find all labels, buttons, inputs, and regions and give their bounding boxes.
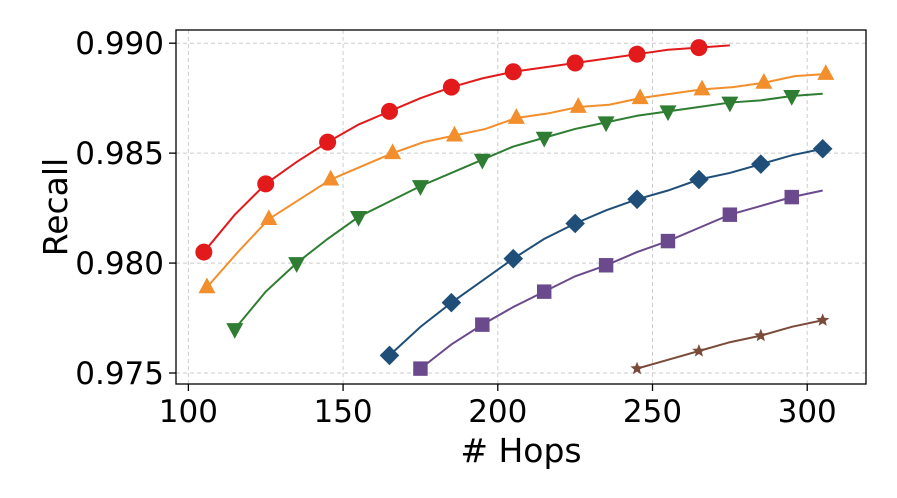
diamond-marker <box>565 213 585 234</box>
triangle-up-marker <box>507 108 525 124</box>
series-0 <box>195 39 730 261</box>
circle-marker <box>442 78 460 96</box>
series-3 <box>379 138 833 366</box>
series-line <box>636 319 823 370</box>
triangle-up-marker <box>693 79 711 96</box>
x-tick-label: 100 <box>159 394 218 430</box>
series-5 <box>630 313 830 375</box>
triangle-down-marker <box>411 180 429 196</box>
triangle-up-marker <box>322 169 340 186</box>
y-tick-label: 0.975 <box>75 356 164 392</box>
series-2 <box>226 90 823 339</box>
diamond-marker <box>379 345 400 366</box>
circle-marker <box>628 45 646 63</box>
triangle-up-marker <box>755 72 773 89</box>
x-tick-label: 150 <box>313 394 372 430</box>
series-line <box>234 92 823 330</box>
triangle-up-marker <box>198 277 216 294</box>
triangle-up-marker <box>260 209 278 226</box>
x-tick-label: 200 <box>468 394 527 430</box>
x-axis-label: # Hops <box>460 431 581 470</box>
series-line <box>203 44 730 253</box>
square-marker <box>475 317 490 332</box>
triangle-down-marker <box>288 257 306 273</box>
star-marker <box>816 313 830 326</box>
diamond-marker <box>751 154 771 174</box>
diamond-marker <box>627 189 647 210</box>
star-marker <box>630 361 644 375</box>
series-1 <box>198 64 835 294</box>
triangle-down-marker <box>659 105 677 122</box>
square-marker <box>784 189 799 205</box>
triangle-up-marker <box>631 88 649 105</box>
star-marker <box>692 344 706 357</box>
series-layer <box>195 39 835 376</box>
diamond-marker <box>689 169 709 190</box>
x-tick-label: 250 <box>623 394 682 430</box>
grid-lines <box>176 30 866 384</box>
plot-frame <box>175 29 867 385</box>
series-line <box>388 147 823 357</box>
diamond-marker <box>812 138 833 159</box>
circle-marker <box>566 54 584 72</box>
square-marker <box>413 361 428 376</box>
circle-marker <box>690 39 708 57</box>
triangle-down-marker <box>721 96 739 113</box>
triangle-down-marker <box>597 116 615 133</box>
y-tick-label: 0.980 <box>75 246 164 282</box>
square-marker <box>536 284 552 299</box>
triangle-down-marker <box>535 131 553 148</box>
y-tick-label: 0.985 <box>75 136 164 172</box>
circle-marker <box>319 133 337 151</box>
diamond-marker <box>503 248 524 269</box>
square-marker <box>660 233 676 249</box>
circle-marker <box>380 102 398 120</box>
triangle-down-marker <box>226 323 244 339</box>
triangle-up-marker <box>817 64 835 80</box>
square-marker <box>598 258 614 273</box>
triangle-down-marker <box>473 153 491 170</box>
triangle-down-marker <box>350 210 368 227</box>
triangle-down-marker <box>783 90 801 106</box>
axis-ticks: 100 150 200 250 300 0.975 0.980 0.985 0.990 <box>75 26 837 430</box>
diamond-marker <box>441 292 462 313</box>
x-tick-label: 300 <box>778 394 837 430</box>
circle-marker <box>195 243 213 261</box>
star-marker <box>754 328 768 342</box>
triangle-up-marker <box>569 97 587 113</box>
triangle-up-marker <box>384 143 402 160</box>
circle-marker <box>257 175 275 193</box>
series-line <box>419 189 823 370</box>
circle-marker <box>504 63 522 81</box>
square-marker <box>722 207 738 222</box>
y-tick-label: 0.990 <box>75 26 164 62</box>
triangle-up-marker <box>445 125 463 142</box>
y-axis-label: Recall <box>36 158 75 256</box>
series-4 <box>413 189 823 376</box>
